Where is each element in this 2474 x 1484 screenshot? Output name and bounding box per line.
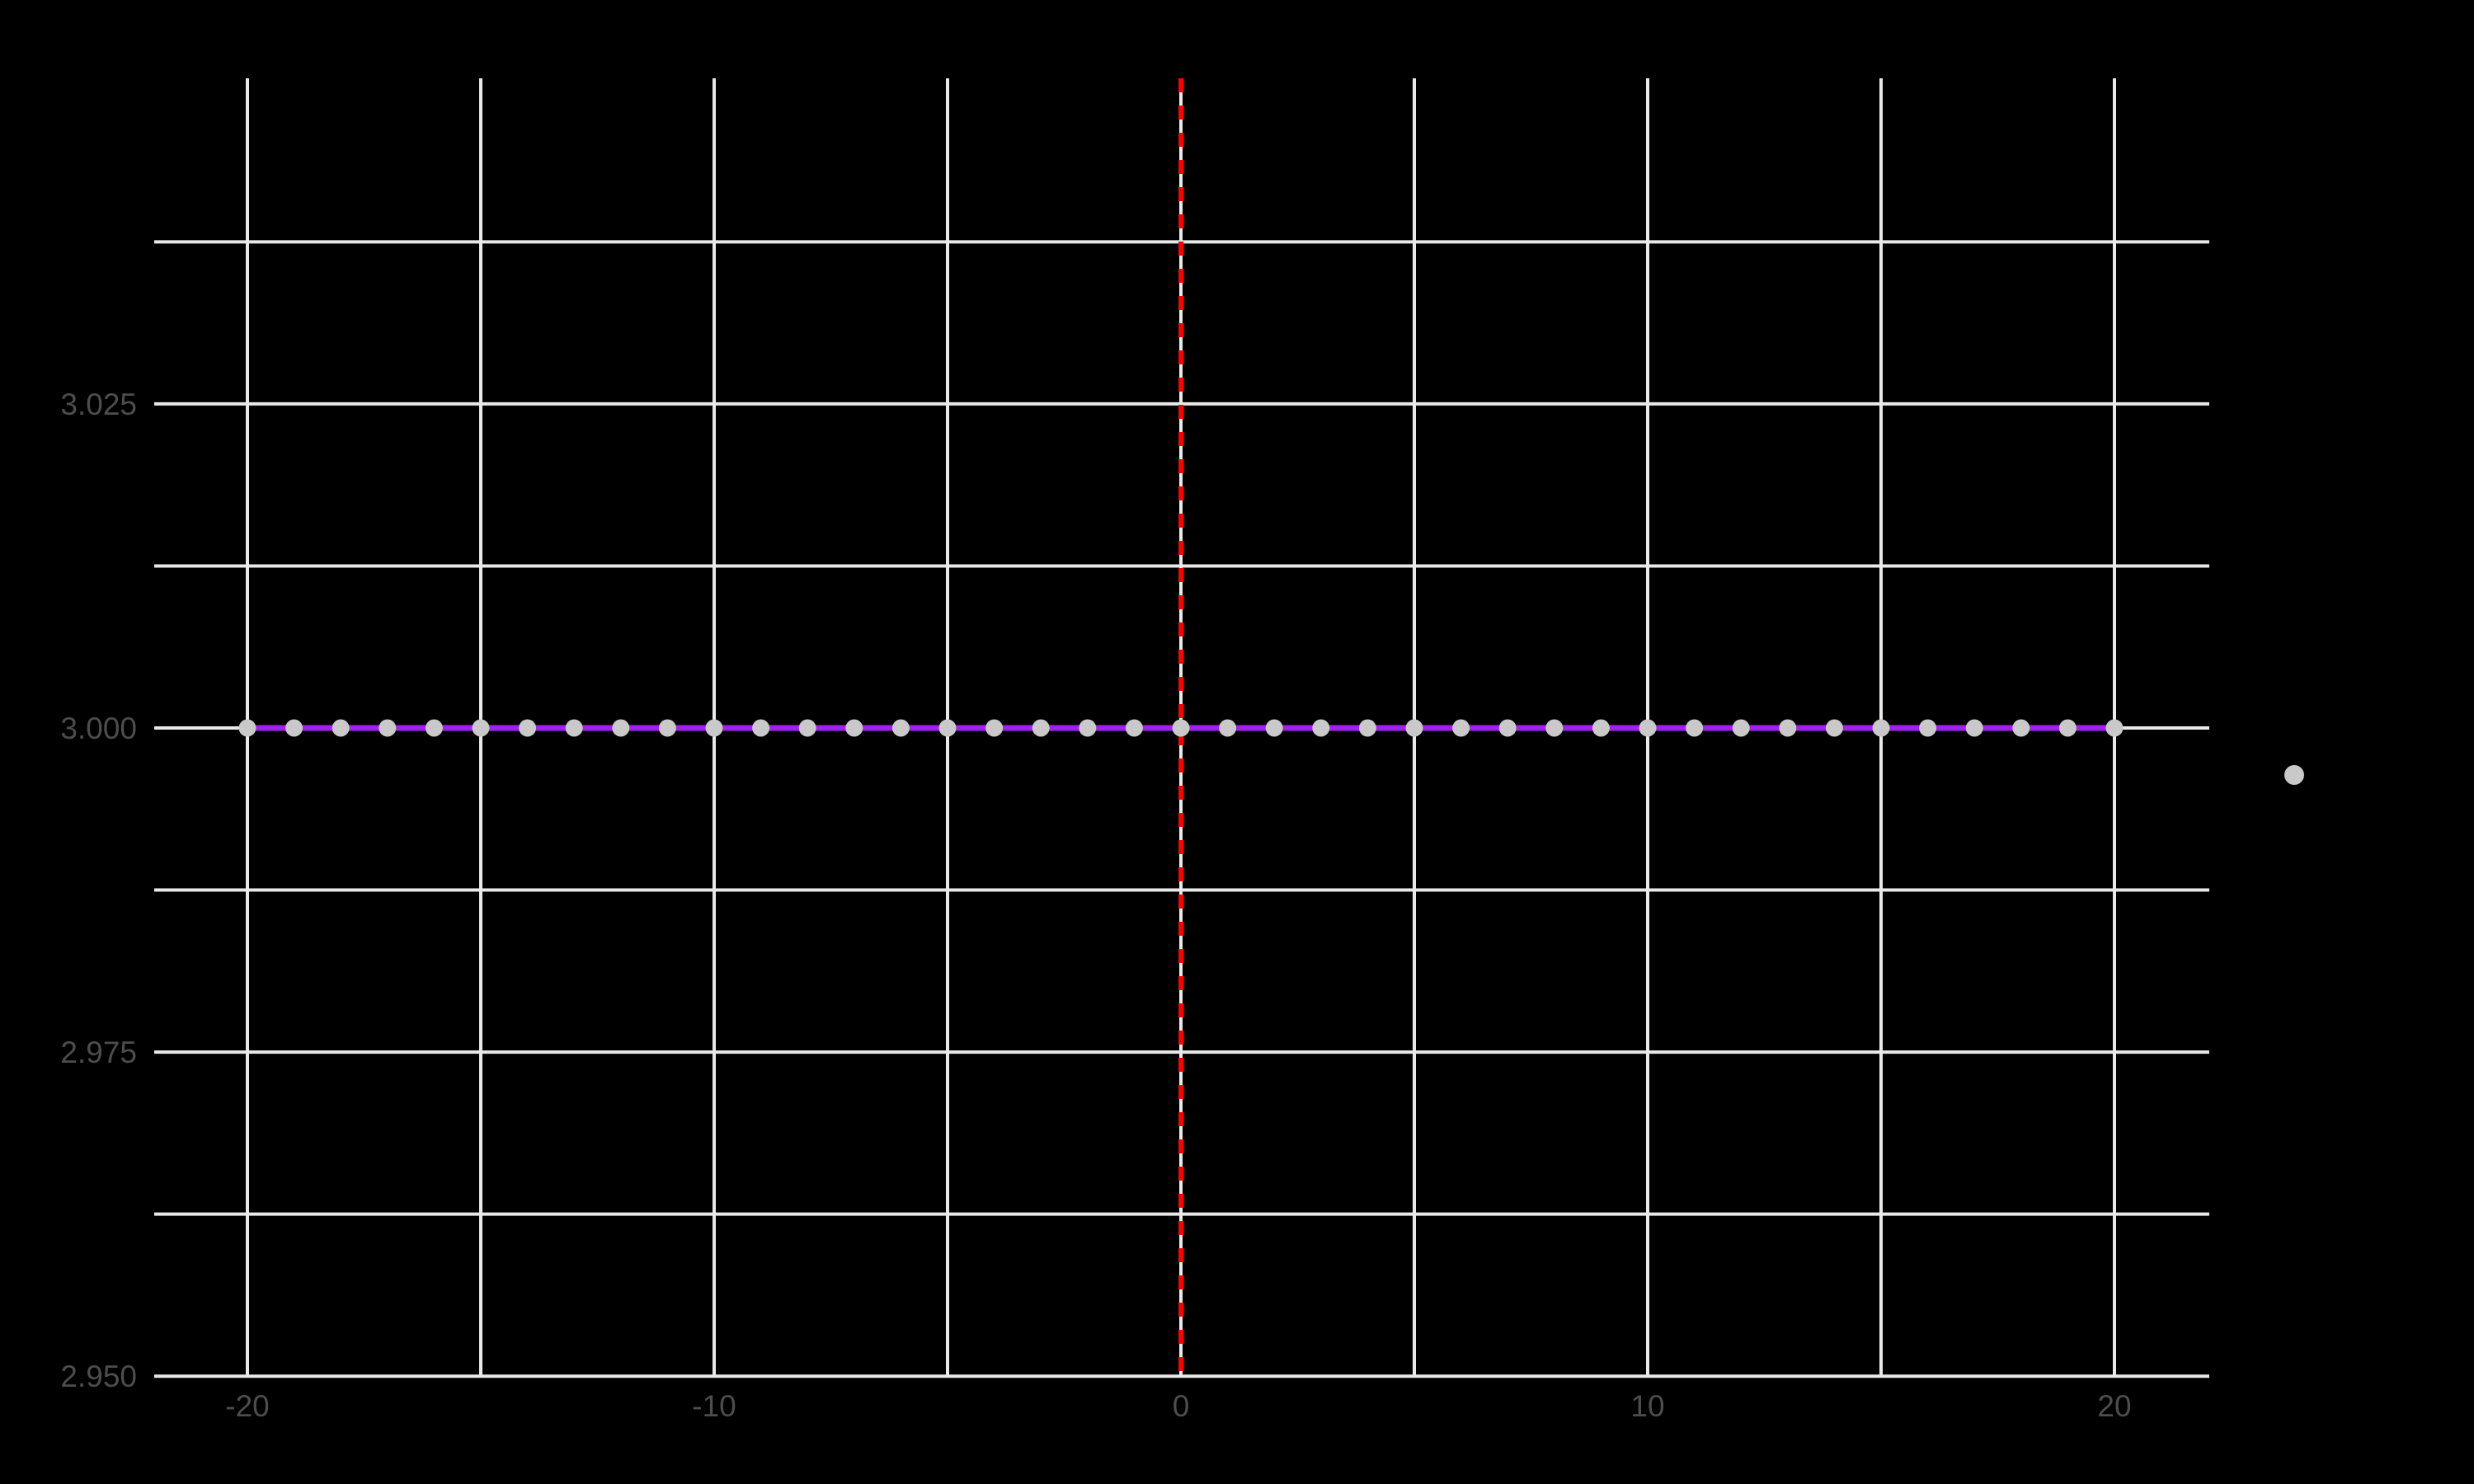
y-tick-label: 2.975 bbox=[60, 1036, 137, 1069]
data-point bbox=[1779, 719, 1797, 737]
data-point bbox=[845, 719, 863, 737]
data-point bbox=[1405, 719, 1423, 737]
data-point bbox=[612, 719, 630, 737]
data-point bbox=[1919, 719, 1937, 737]
y-tick-label: 2.950 bbox=[60, 1360, 137, 1393]
data-point bbox=[1686, 719, 1704, 737]
data-point bbox=[1172, 719, 1190, 737]
y-tick-label: 3.000 bbox=[60, 711, 137, 745]
data-point bbox=[425, 719, 443, 737]
y-tick-label: 3.025 bbox=[60, 387, 137, 421]
data-point bbox=[1639, 719, 1657, 737]
data-point bbox=[472, 719, 490, 737]
data-point bbox=[238, 719, 256, 737]
x-tick-label: 20 bbox=[2097, 1389, 2131, 1423]
data-point bbox=[2105, 719, 2124, 737]
data-point bbox=[891, 719, 910, 737]
data-point bbox=[798, 719, 816, 737]
data-point bbox=[1452, 719, 1470, 737]
data-point bbox=[1032, 719, 1050, 737]
data-point bbox=[938, 719, 957, 737]
data-point bbox=[1219, 719, 1237, 737]
data-point bbox=[2058, 719, 2077, 737]
data-point bbox=[285, 719, 303, 737]
data-point bbox=[1079, 719, 1097, 737]
data-point bbox=[1545, 719, 1564, 737]
data-point bbox=[1358, 719, 1376, 737]
data-point bbox=[1312, 719, 1330, 737]
data-point bbox=[1825, 719, 1843, 737]
data-point bbox=[985, 719, 1004, 737]
x-tick-label: -20 bbox=[225, 1389, 269, 1423]
x-tick-label: -10 bbox=[692, 1389, 736, 1423]
data-point bbox=[379, 719, 397, 737]
data-point bbox=[1965, 719, 1983, 737]
data-point bbox=[752, 719, 770, 737]
data-point bbox=[1498, 719, 1517, 737]
data-point bbox=[658, 719, 676, 737]
data-point bbox=[705, 719, 723, 737]
data-point bbox=[1732, 719, 1750, 737]
x-tick-label: 0 bbox=[1173, 1389, 1190, 1423]
x-tick-label: 10 bbox=[1630, 1389, 1664, 1423]
data-point bbox=[1265, 719, 1283, 737]
data-point bbox=[565, 719, 583, 737]
legend-key-point bbox=[2284, 765, 2304, 785]
data-point bbox=[519, 719, 537, 737]
data-point bbox=[1592, 719, 1610, 737]
data-point bbox=[2012, 719, 2030, 737]
data-point bbox=[332, 719, 350, 737]
data-point bbox=[1872, 719, 1890, 737]
data-point bbox=[1125, 719, 1143, 737]
